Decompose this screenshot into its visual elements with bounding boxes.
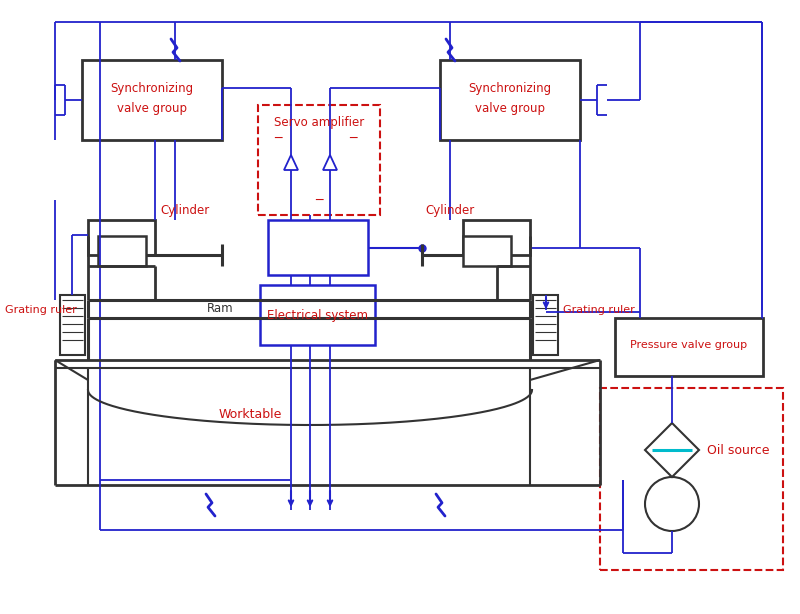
Text: Cylinder: Cylinder	[160, 203, 210, 217]
Text: Synchronizing: Synchronizing	[469, 82, 551, 95]
Text: Cylinder: Cylinder	[426, 203, 474, 217]
Text: Servo amplifier: Servo amplifier	[274, 115, 364, 128]
Bar	[98, 236, 146, 266]
Bar	[260, 285, 375, 345]
Bar	[533, 295, 558, 355]
Text: ─: ─	[350, 131, 357, 144]
Bar	[258, 105, 380, 215]
Bar	[463, 236, 511, 266]
Bar	[60, 295, 85, 355]
Bar	[88, 220, 155, 255]
Text: Ram: Ram	[206, 301, 234, 314]
Bar	[463, 220, 530, 255]
Bar	[615, 318, 763, 376]
Bar	[268, 220, 368, 275]
Text: Worktable: Worktable	[218, 408, 282, 421]
Bar	[600, 388, 783, 570]
Bar	[440, 60, 580, 140]
Text: Grating ruler: Grating ruler	[5, 305, 77, 315]
Text: Pressure valve group: Pressure valve group	[630, 340, 747, 350]
Text: ─: ─	[315, 193, 322, 206]
Text: valve group: valve group	[475, 101, 545, 114]
Text: valve group: valve group	[117, 101, 187, 114]
Bar	[82, 60, 222, 140]
Text: Grating ruler: Grating ruler	[563, 305, 634, 315]
Text: Synchronizing: Synchronizing	[110, 82, 194, 95]
Text: Oil source: Oil source	[707, 443, 770, 456]
Text: ─: ─	[274, 131, 282, 144]
Text: Electrical system: Electrical system	[266, 308, 367, 322]
